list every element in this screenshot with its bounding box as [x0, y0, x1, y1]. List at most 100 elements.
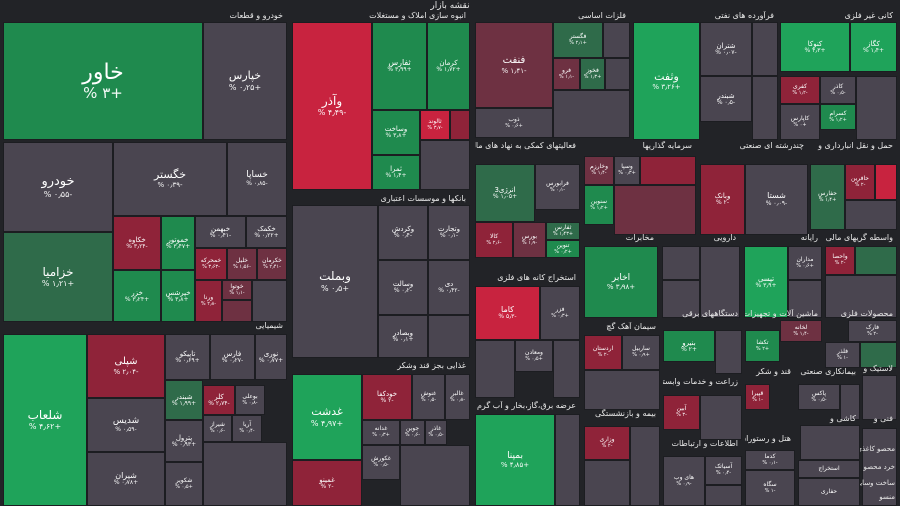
treemap-tile[interactable]: بوعلی -۰٫۸ % [235, 385, 265, 415]
treemap-tile[interactable]: غدانه +۰٫۳ % [362, 420, 400, 445]
treemap-tile[interactable] [450, 110, 470, 140]
treemap-tile[interactable] [640, 156, 696, 185]
treemap-tile[interactable] [584, 460, 630, 506]
treemap-tile[interactable]: واحصا -۲ % [825, 246, 855, 275]
treemap-tile[interactable]: خکاوه -۳٫۲۴ % [113, 216, 161, 270]
treemap-tile[interactable] [584, 370, 660, 410]
treemap-tile[interactable]: وآذر -۴٫۴۹ % [292, 22, 372, 190]
treemap-tile[interactable] [605, 58, 630, 90]
treemap-tile[interactable]: جوین -۰٫۶ % [400, 420, 425, 445]
treemap-tile[interactable] [862, 428, 897, 506]
treemap-tile[interactable]: خگستر -۰٫۳۹ % [113, 142, 227, 216]
treemap-tile[interactable]: حافرین -۲ % [845, 164, 875, 200]
treemap-tile[interactable]: بورس -۱٫۹ % [513, 222, 546, 258]
treemap-tile[interactable]: شلعاب +۴٫۶۲ % [3, 334, 87, 506]
treemap-tile[interactable]: ثفارس +۳٫۹۹ % [372, 22, 427, 110]
treemap-tile[interactable]: لخانه -۱٫۴ % [780, 320, 822, 342]
treemap-tile[interactable] [428, 315, 470, 358]
treemap-tile[interactable]: شپلی -۲٫۰۴ % [87, 334, 165, 398]
treemap-tile[interactable]: کرمان +۱٫۷۲ % [427, 22, 470, 110]
treemap-tile[interactable] [630, 426, 660, 506]
treemap-tile[interactable]: تکشا +۲ % [745, 330, 780, 362]
treemap-tile[interactable]: فرابورس -۰٫۱ % [535, 164, 580, 210]
treemap-tile[interactable]: شبندر -۰٫۵ % [700, 76, 752, 122]
treemap-tile[interactable]: خساپا -۰٫۸۵ % [227, 142, 287, 216]
treemap-tile[interactable]: خوتوا -۱٫۱ % [222, 280, 252, 300]
treemap-tile[interactable] [555, 414, 580, 506]
treemap-tile[interactable]: خودکفا -۲ % [362, 374, 412, 420]
treemap-tile[interactable]: غدشت +۴٫۹۷ % [292, 374, 362, 460]
treemap-tile[interactable] [614, 185, 696, 235]
treemap-tile[interactable] [715, 330, 742, 374]
treemap-tile[interactable]: وبملت +۰٫۵ % [292, 205, 378, 358]
treemap-tile[interactable]: ورنا -۲٫۸ % [195, 280, 222, 322]
treemap-tile[interactable]: شدیس -۰٫۵۹ % [87, 398, 165, 452]
treemap-tile[interactable] [825, 275, 897, 318]
treemap-tile[interactable]: نوری +۰٫۷۷ % [255, 334, 287, 380]
treemap-tile[interactable] [420, 140, 470, 190]
treemap-tile[interactable]: سنوین +۱٫۲ % [584, 185, 614, 225]
treemap-tile[interactable]: تنوین +۰٫۲ % [546, 240, 580, 258]
treemap-tile[interactable]: خبهمن -۰٫۴۱ % [195, 216, 246, 248]
treemap-tile[interactable]: کگاز +۱٫۴ % [850, 22, 897, 72]
treemap-tile[interactable]: فارک -۲ % [848, 320, 897, 342]
treemap-tile[interactable]: های وب -۰٫۹ % [663, 456, 705, 506]
treemap-tile[interactable] [203, 442, 287, 506]
treemap-tile[interactable]: فزر +۰٫۳ % [540, 286, 580, 340]
treemap-tile[interactable]: خاور +۳ % [3, 22, 203, 140]
treemap-tile[interactable]: وسالت -۰٫۲ % [378, 260, 428, 315]
treemap-tile[interactable] [700, 246, 740, 318]
treemap-tile[interactable]: ذوب +۰٫۶ % [475, 108, 553, 138]
treemap-tile[interactable]: غکورش -۰٫۵ % [362, 445, 400, 480]
treemap-tile[interactable]: فنفت -۱٫۴۱ % [475, 22, 553, 108]
treemap-tile[interactable]: حفارس +۱٫۴ % [810, 164, 845, 230]
treemap-tile[interactable]: ثمرا +۱٫۴ % [372, 155, 420, 190]
treemap-tile[interactable]: انرژی3 +۱٫۰۵ % [475, 164, 535, 222]
treemap-tile[interactable]: کنوکا +۴٫۳ % [780, 22, 850, 72]
treemap-tile[interactable] [705, 485, 742, 506]
treemap-tile[interactable] [788, 280, 822, 318]
treemap-tile[interactable]: ثفارس +۱٫۴۳ % [546, 222, 580, 240]
treemap-tile[interactable]: شستا -۰٫۰۹ % [745, 164, 808, 235]
treemap-tile[interactable] [856, 76, 897, 140]
treemap-tile[interactable]: کدما -۰٫۱ % [745, 450, 795, 470]
treemap-tile[interactable] [700, 395, 742, 440]
treemap-tile[interactable]: کلر -۲٫۷۴ % [203, 385, 235, 415]
treemap-tile[interactable]: خمحرکه -۳٫۶۳ % [195, 248, 227, 280]
treemap-tile[interactable]: وبصادر +۰٫۱ % [378, 315, 428, 358]
treemap-tile[interactable]: تپسی +۳٫۹ % [744, 246, 788, 318]
treemap-tile[interactable]: ثالوند -۳٫۷ % [420, 110, 450, 140]
treemap-tile[interactable] [860, 342, 897, 368]
treemap-tile[interactable]: پترول +۰٫۹۳ % [165, 420, 203, 462]
treemap-tile[interactable]: فخوز +۱٫۳ % [580, 58, 605, 90]
treemap-tile[interactable]: اخابر +۳٫۹۸ % [584, 246, 658, 318]
treemap-tile[interactable]: تاپیکو +۰٫۶۹ % [165, 334, 210, 380]
treemap-tile[interactable]: فلذر -۱ % [825, 342, 860, 368]
treemap-tile[interactable]: شیراز -۰٫۶ % [203, 415, 232, 442]
treemap-tile[interactable]: آبین -۳ % [663, 395, 700, 430]
treemap-tile[interactable]: غاذر -۰٫۵ % [425, 420, 447, 445]
treemap-tile[interactable] [400, 445, 470, 506]
treemap-tile[interactable]: خلیل -۱٫۵۶ % [227, 248, 257, 280]
treemap-tile[interactable] [603, 22, 630, 58]
treemap-tile[interactable]: آسیاتک -۰٫۴ % [705, 456, 742, 485]
treemap-tile[interactable]: خموتور +۳٫۴۷ % [161, 216, 195, 270]
treemap-tile[interactable]: وبانک -۲ % [700, 164, 745, 235]
treemap-tile[interactable]: حفاری [798, 478, 860, 506]
treemap-tile[interactable]: خزامیا +۱٫۲۱ % [3, 232, 113, 322]
treemap-tile[interactable]: کفری -۱٫۲ % [780, 76, 820, 104]
treemap-tile[interactable]: خزر +۳٫۲۴ % [113, 270, 161, 322]
treemap-tile[interactable]: کاپارس +۰ % [780, 104, 820, 140]
treemap-tile[interactable]: غالبر -۰٫۸ % [445, 374, 470, 420]
treemap-tile[interactable]: وساخت +۳٫۸ % [372, 110, 420, 155]
treemap-tile[interactable]: شیران +۰٫۷۸ % [87, 452, 165, 506]
treemap-tile[interactable] [752, 22, 778, 76]
treemap-tile[interactable]: شکویر +۰٫۵ % [165, 462, 203, 506]
treemap-tile[interactable]: استخراج [798, 460, 860, 478]
treemap-tile[interactable]: کاذر -۰٫۵ % [820, 76, 856, 104]
treemap-tile[interactable]: کالا -۲٫۶ % [475, 222, 513, 258]
treemap-tile[interactable]: وکردش -۰٫۴ % [378, 205, 428, 260]
treemap-tile[interactable]: خکرمان -۲٫۴۱ % [257, 248, 287, 280]
treemap-tile[interactable]: سگاه -۱ % [745, 470, 795, 506]
treemap-tile[interactable]: بنیرو +۲ % [663, 330, 715, 362]
